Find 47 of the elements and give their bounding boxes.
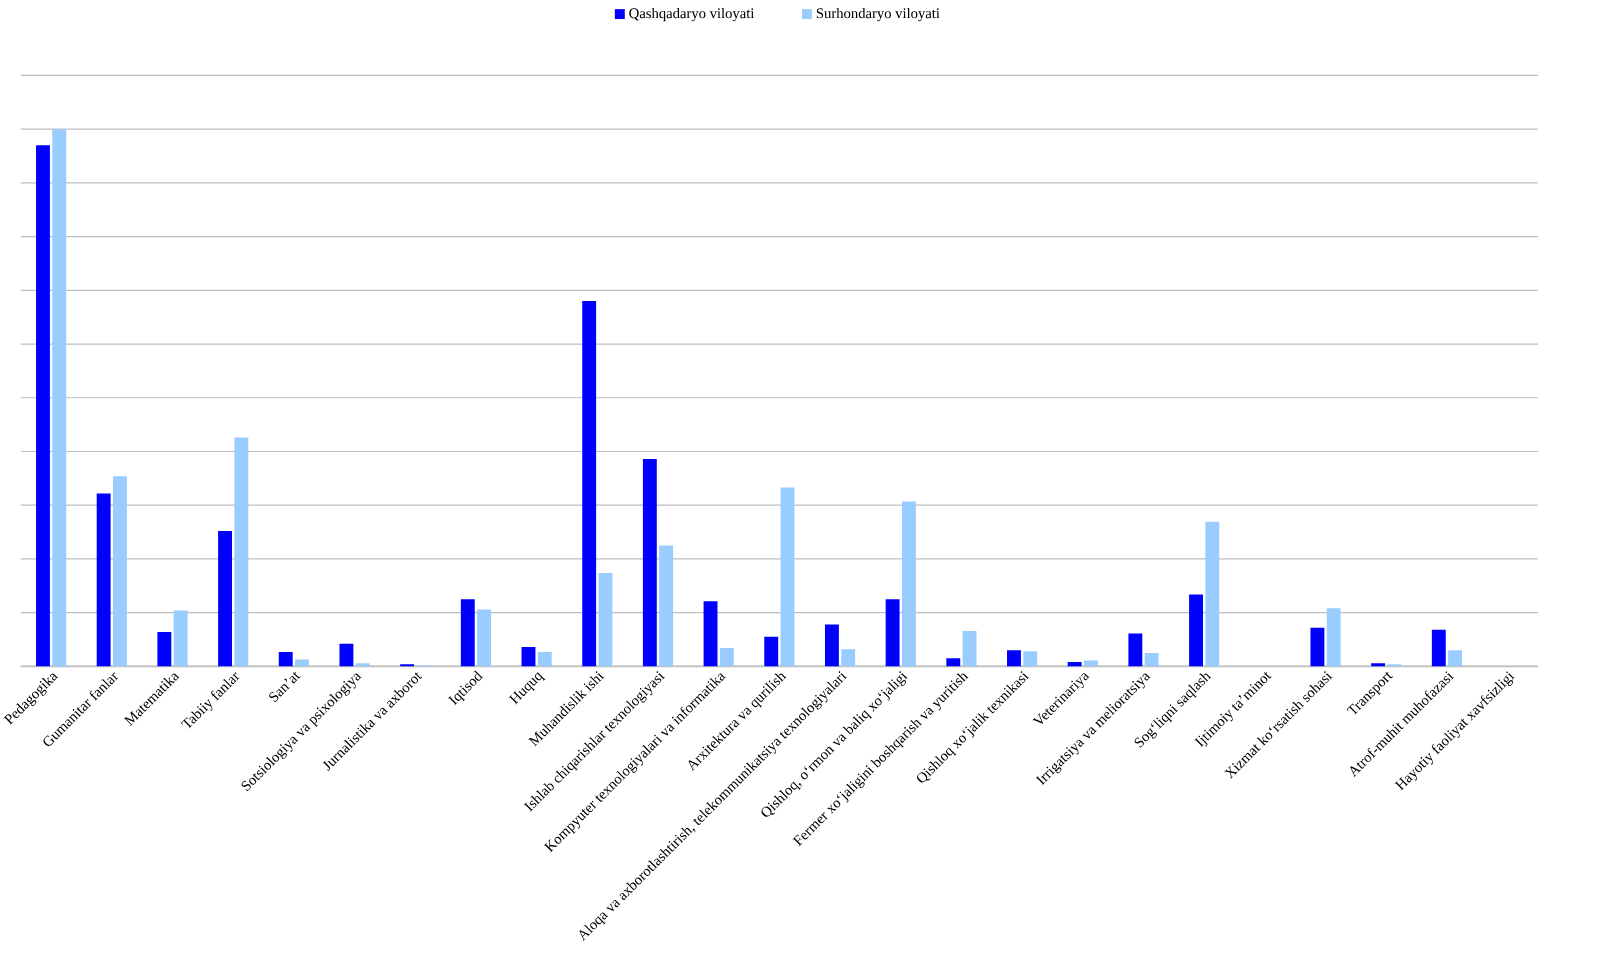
bar <box>1431 629 1446 667</box>
bar <box>339 643 354 667</box>
bar <box>295 659 309 667</box>
bar <box>1023 651 1038 667</box>
bar <box>962 630 977 667</box>
bar <box>1310 627 1325 667</box>
bar <box>537 651 552 667</box>
bar <box>946 658 961 667</box>
bar <box>52 129 67 667</box>
bar <box>703 601 718 667</box>
bar <box>764 636 779 667</box>
bar <box>218 530 232 667</box>
bar <box>1189 594 1203 667</box>
bar <box>598 572 613 667</box>
bar <box>234 437 249 667</box>
bar <box>1144 652 1159 667</box>
bar <box>355 663 370 667</box>
bar <box>400 664 415 667</box>
bar <box>824 624 839 667</box>
bar <box>642 458 657 667</box>
bar <box>477 609 492 667</box>
legend-label: Surhondaryo viloyati <box>816 7 940 22</box>
bar <box>901 501 916 667</box>
bar <box>278 651 293 667</box>
bar <box>780 487 795 667</box>
bar <box>582 300 597 667</box>
bar <box>1326 608 1341 667</box>
bar <box>173 610 188 667</box>
bar <box>1067 661 1082 667</box>
bar <box>1128 633 1143 667</box>
bar <box>521 646 536 667</box>
bar <box>157 631 172 667</box>
bar <box>1084 660 1098 667</box>
bar <box>719 647 734 667</box>
bar <box>659 545 674 667</box>
legend-label: Qashqadaryo viloyati <box>629 7 755 22</box>
bar <box>1371 663 1386 667</box>
bar <box>460 599 475 667</box>
bar <box>1205 521 1220 667</box>
bar <box>36 145 50 667</box>
bar <box>1007 650 1021 667</box>
bar <box>96 493 111 667</box>
bar <box>885 599 900 667</box>
bar <box>113 476 127 667</box>
bar <box>1448 650 1463 667</box>
bar <box>841 649 856 667</box>
bar <box>1387 664 1402 667</box>
